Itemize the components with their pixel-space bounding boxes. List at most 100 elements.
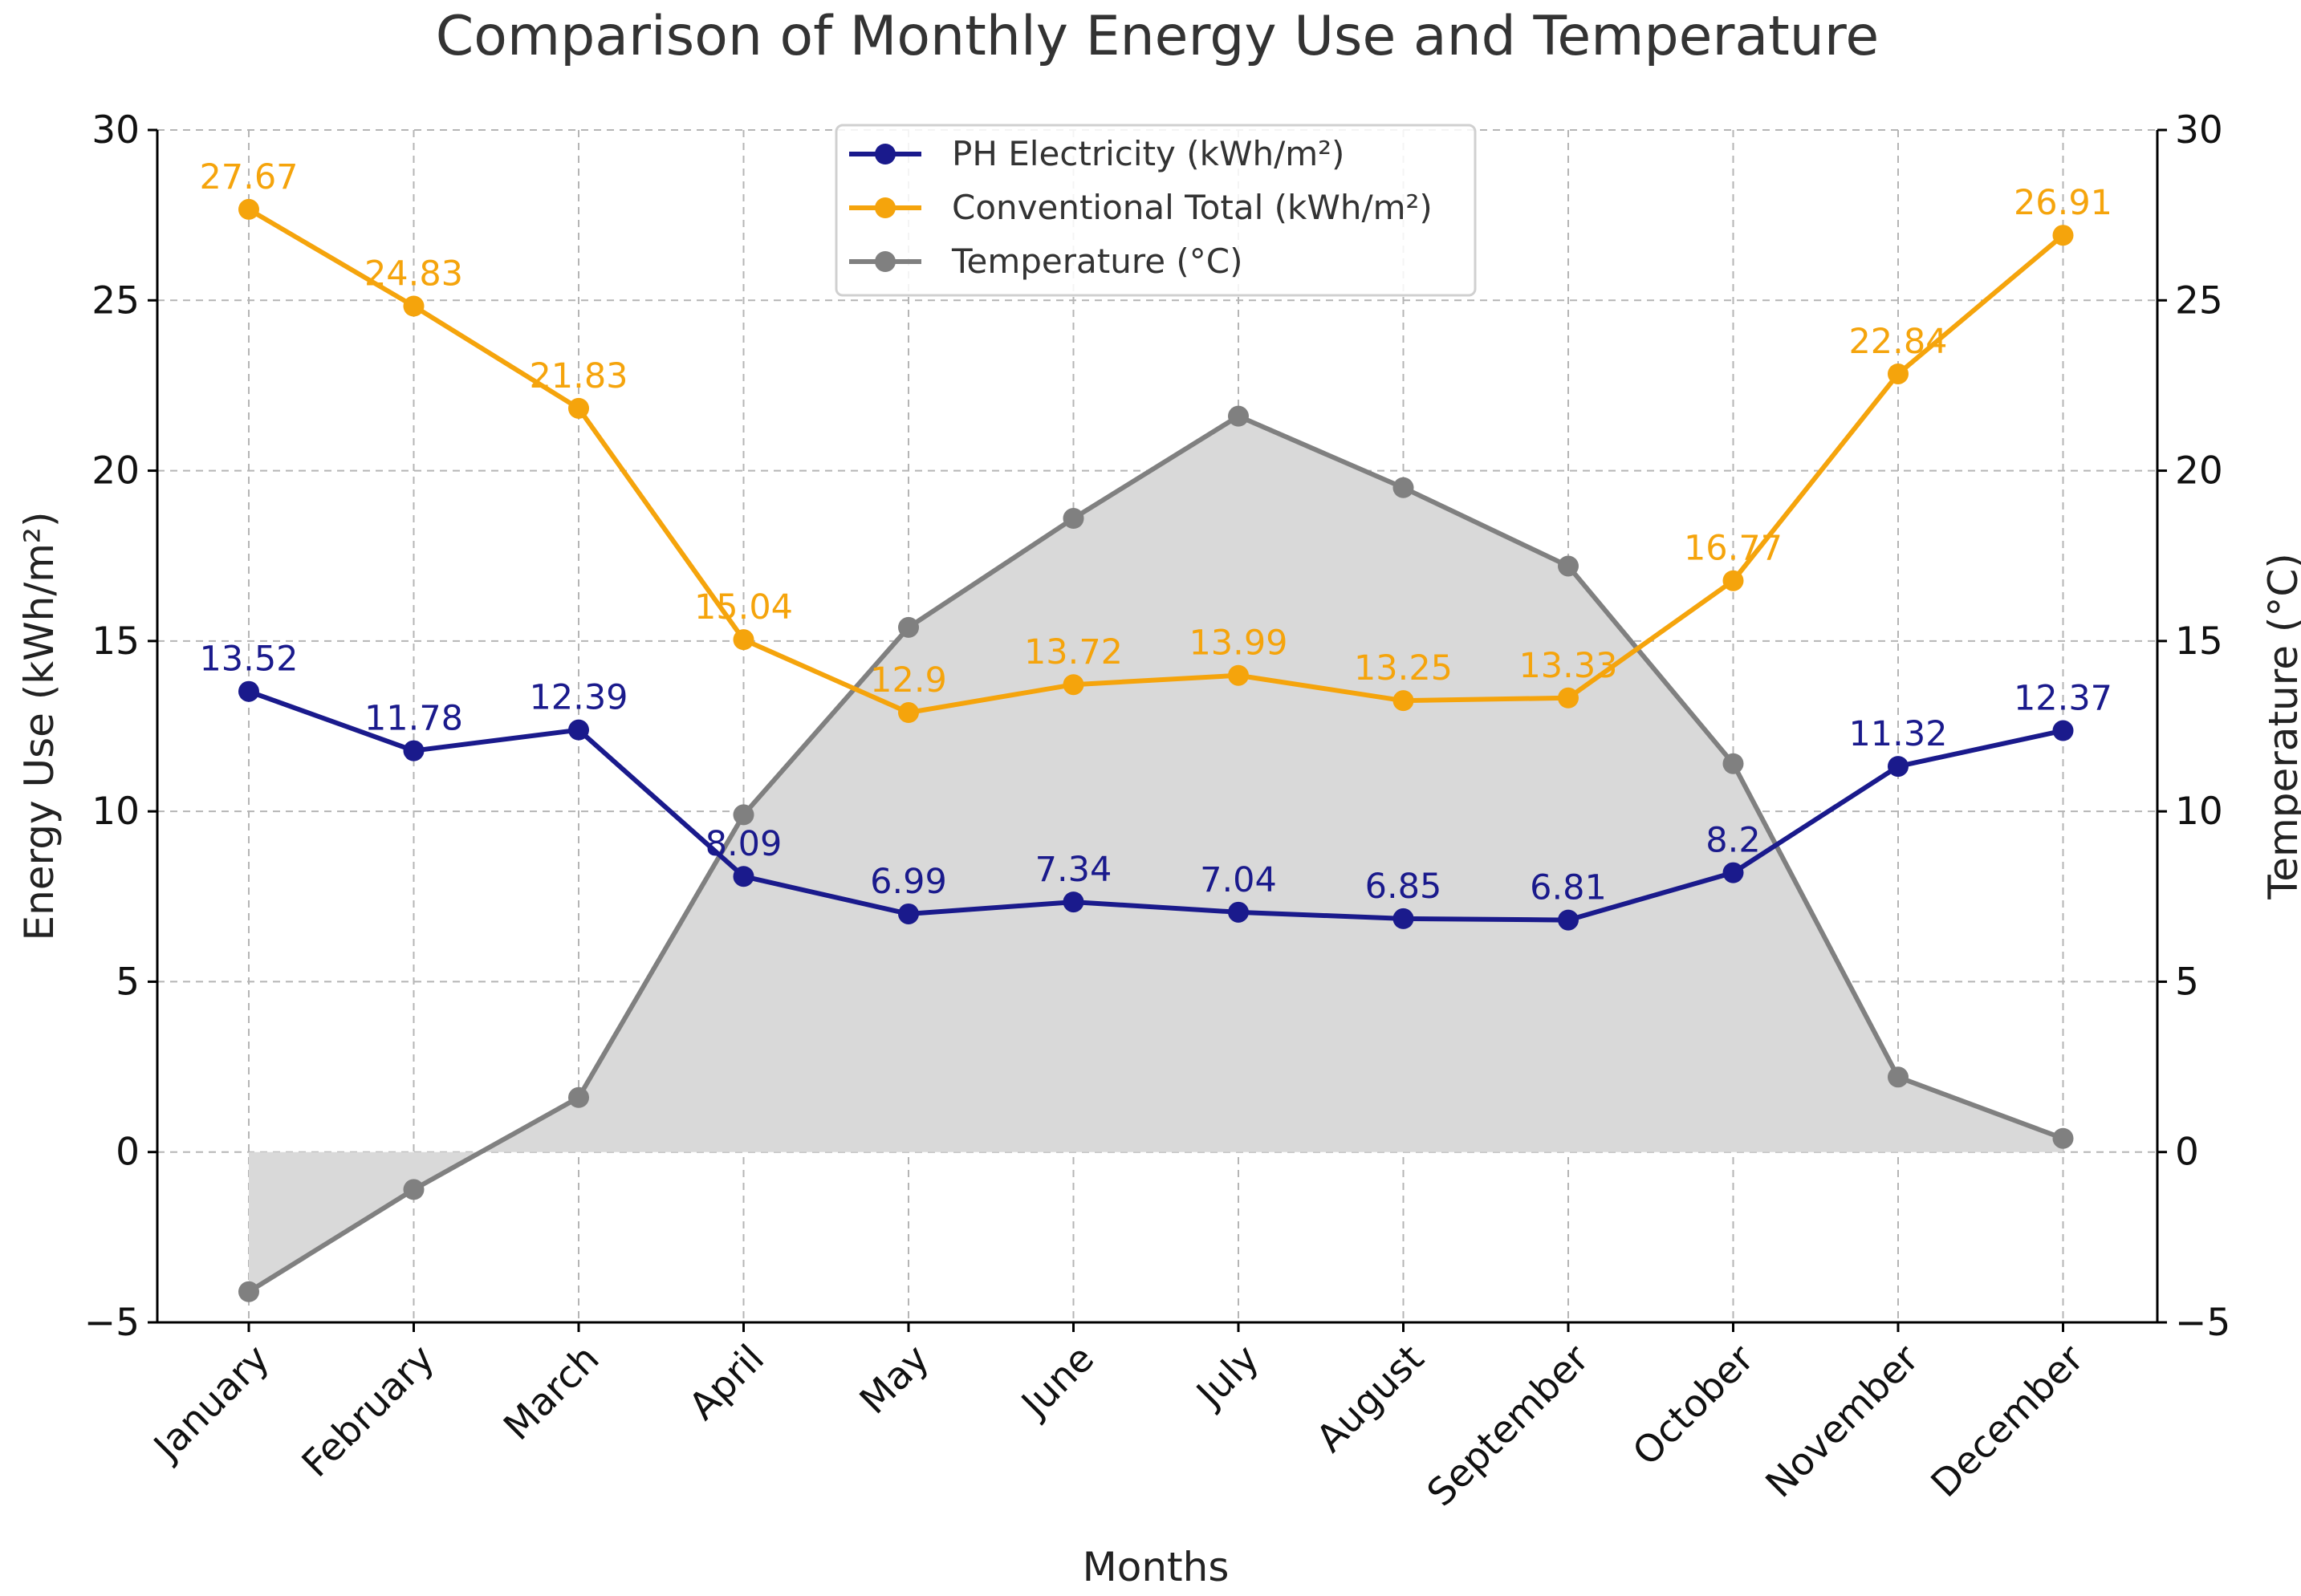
y-tick-label: 20: [91, 449, 140, 493]
ph-electricity-data-label: 6.81: [1530, 868, 1607, 908]
legend-marker-temperature: [875, 251, 896, 272]
legend-label-temperature: Temperature (°C): [951, 242, 1243, 281]
ph-electricity-point: [733, 866, 754, 887]
conventional-total-data-label: 24.83: [364, 254, 463, 294]
y2-tick-label: 20: [2175, 449, 2223, 493]
ph-electricity-data-label: 7.04: [1200, 860, 1277, 900]
temperature-line: [247, 413, 2064, 1294]
ph-electricity-data-label: 11.32: [1848, 714, 1947, 754]
chart-title: Comparison of Monthly Energy Use and Tem…: [436, 5, 1879, 68]
y-tick-label: 5: [116, 960, 140, 1004]
legend-label-ph-electricity: PH Electricity (kWh/m²): [952, 134, 1344, 173]
conventional-total-data-label: 26.91: [2014, 183, 2112, 223]
conventional-total-line: [247, 207, 2065, 716]
conventional-total-point: [2052, 225, 2074, 246]
x-tick-label: December: [1923, 1336, 2093, 1506]
temperature-area-group: [249, 416, 2063, 1292]
conventional-total-data-label: 16.77: [1684, 529, 1783, 569]
conventional-total-data-label: 22.84: [1848, 322, 1947, 362]
x-tick-label: July: [1187, 1337, 1268, 1418]
conventional-total-point: [568, 397, 589, 419]
x-tick-label: June: [1012, 1337, 1103, 1427]
x-tick-label: November: [1758, 1336, 1928, 1506]
temperature-area: [249, 416, 2063, 1292]
temperature-point: [1063, 508, 1084, 530]
temperature-point: [403, 1179, 425, 1200]
y2-tick-label: 10: [2175, 790, 2223, 834]
conventional-total-data-label: 15.04: [694, 587, 793, 627]
y2-axis-title: Temperature (°C): [2260, 553, 2301, 900]
ph-electricity-point: [1063, 891, 1084, 913]
conventional-total-point: [1063, 674, 1084, 696]
conventional-total-data-label: 13.72: [1024, 632, 1123, 672]
temperature-point: [1558, 555, 1579, 577]
y-tick-label: 30: [91, 108, 140, 152]
ph-electricity-line: [247, 688, 2064, 923]
conventional-total-point: [1722, 570, 1744, 591]
x-tick-label: May: [852, 1337, 938, 1423]
ph-electricity-point: [403, 740, 425, 761]
temperature-point: [1722, 753, 1744, 774]
x-tick-label: August: [1308, 1337, 1433, 1461]
conventional-total-data-label: 12.9: [870, 660, 947, 701]
legend-marker-conventional-total: [875, 197, 896, 218]
conventional-total-point: [1888, 363, 1909, 384]
temperature-point: [898, 616, 919, 638]
y2-tick-label: 15: [2175, 619, 2223, 664]
y2-tick-label: 5: [2175, 960, 2199, 1004]
temperature-point: [238, 1281, 259, 1302]
conventional-total-data-label: 27.67: [199, 157, 298, 197]
y2-tick-label: 0: [2175, 1131, 2199, 1175]
y-tick-label: 15: [91, 619, 140, 664]
x-tick-label: April: [681, 1337, 773, 1429]
ph-electricity-point: [2052, 720, 2074, 741]
x-tick-label: February: [294, 1337, 443, 1486]
y-tick-label: 10: [91, 790, 140, 834]
ph-electricity-data-label: 8.09: [705, 824, 783, 864]
x-tick-label: March: [495, 1337, 608, 1449]
data-labels: 13.52 11.78 12.39 8.09 6.99 7.34 7.04 6.85 6.81 8…: [199, 157, 2112, 908]
temperature-point: [1888, 1066, 1909, 1088]
temperature-point: [568, 1086, 589, 1108]
ph-electricity-data-label: 12.39: [529, 678, 628, 718]
y2-tick-label: 30: [2175, 108, 2223, 152]
legend: PH Electricity (kWh/m²) Conventional Tota…: [835, 124, 1477, 297]
ph-electricity-point: [1228, 901, 1249, 923]
ph-electricity-data-label: 7.34: [1035, 850, 1112, 890]
conventional-total-point: [238, 198, 259, 220]
ph-electricity-point: [1558, 909, 1579, 931]
y-axis-title: Energy Use (kWh/m²): [16, 512, 63, 941]
x-tick-label: October: [1624, 1336, 1762, 1474]
ph-electricity-data-label: 12.37: [2014, 679, 2112, 719]
ph-electricity-point: [568, 719, 589, 741]
conventional-total-point: [733, 629, 754, 651]
legend-label-conventional-total: Conventional Total (kWh/m²): [952, 188, 1433, 227]
conventional-total-point: [898, 702, 919, 724]
series-lines: [238, 198, 2074, 1302]
conventional-total-point: [1558, 687, 1579, 709]
ph-electricity-data-label: 8.2: [1705, 821, 1760, 861]
ph-electricity-point: [898, 903, 919, 924]
ph-electricity-point: [1722, 862, 1744, 883]
temperature-point: [733, 804, 754, 826]
ph-electricity-point: [1392, 908, 1414, 929]
ph-electricity-point: [238, 680, 259, 702]
y2-tick-label: −5: [2175, 1301, 2230, 1345]
ph-electricity-point: [1888, 756, 1909, 778]
ph-electricity-data-label: 6.85: [1365, 867, 1442, 907]
conventional-total-point: [1228, 664, 1249, 686]
temperature-point: [1392, 477, 1414, 498]
legend-marker-ph-electricity: [875, 144, 896, 164]
y-tick-label: 0: [116, 1131, 140, 1175]
x-tick-label: September: [1419, 1336, 1598, 1515]
legend-box: [835, 124, 1477, 297]
y2-tick-label: 25: [2175, 278, 2223, 323]
ph-electricity-data-label: 11.78: [364, 699, 463, 739]
conventional-total-data-label: 21.83: [529, 356, 628, 396]
conventional-total-point: [403, 295, 425, 317]
y-tick-label: 25: [91, 278, 140, 323]
x-tick-label: January: [144, 1337, 278, 1471]
conventional-total-data-label: 13.99: [1189, 623, 1287, 664]
ph-electricity-data-label: 6.99: [870, 862, 947, 902]
